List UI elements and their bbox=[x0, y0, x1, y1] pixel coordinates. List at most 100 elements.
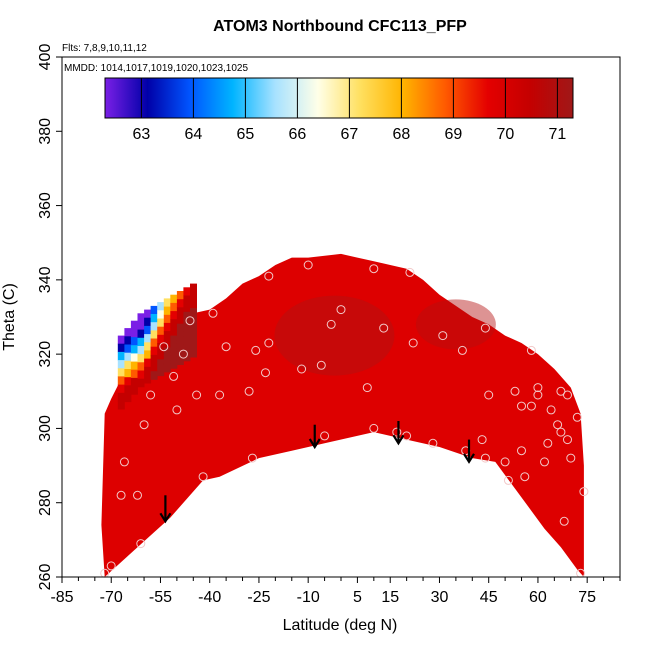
patch-cell bbox=[150, 305, 158, 315]
tropopause-arrow bbox=[392, 421, 405, 446]
observation-point bbox=[533, 390, 543, 400]
patch-cell bbox=[170, 319, 178, 328]
patch-cell bbox=[176, 307, 184, 316]
patch-cell bbox=[137, 362, 145, 371]
observation-point bbox=[408, 338, 418, 348]
patch-cell bbox=[144, 342, 152, 351]
observation-point bbox=[362, 383, 372, 393]
patch-cell bbox=[130, 328, 138, 338]
patch-cell bbox=[130, 386, 138, 395]
y-tick-label: 280 bbox=[37, 489, 54, 516]
observation-point bbox=[480, 453, 490, 463]
patch-cell bbox=[170, 335, 178, 345]
chart-title: ATOM3 Northbound CFC113_PFP bbox=[213, 18, 467, 35]
observation-point bbox=[457, 345, 467, 355]
patch-cell bbox=[144, 317, 152, 327]
patch-cell bbox=[144, 366, 152, 376]
observation-point bbox=[517, 446, 526, 456]
observation-point bbox=[316, 360, 326, 370]
observation-point bbox=[192, 390, 202, 400]
observation-point bbox=[172, 405, 182, 415]
observation-point bbox=[559, 516, 569, 526]
x-axis-label: Latitude (deg N) bbox=[283, 617, 398, 634]
colorbar-ticks: 63 64 65 66 67 68 69 70 71 bbox=[133, 78, 566, 143]
observation-point bbox=[540, 457, 549, 467]
patch-cell bbox=[137, 346, 145, 355]
patch-cell bbox=[117, 400, 125, 410]
patch-cell bbox=[176, 340, 184, 349]
patch-cell bbox=[190, 299, 197, 309]
colorbar-tick-label: 68 bbox=[393, 126, 411, 143]
observation-point bbox=[369, 423, 379, 433]
colorbar-frame bbox=[104, 77, 574, 119]
patch-cell bbox=[190, 332, 197, 342]
patch-cell bbox=[150, 338, 158, 348]
x-tick-label: 5 bbox=[353, 589, 362, 606]
colorbar-tick-label: 64 bbox=[185, 126, 203, 143]
patch-cell bbox=[137, 354, 145, 363]
patch-cell bbox=[130, 361, 138, 371]
colorbar-gradient bbox=[105, 78, 573, 118]
patch-cell bbox=[157, 351, 165, 360]
observation-point bbox=[320, 431, 330, 441]
patch-cell bbox=[170, 343, 178, 353]
patch-cell bbox=[130, 337, 138, 346]
contour-field bbox=[101, 253, 584, 577]
observation-point bbox=[392, 427, 402, 437]
x-tick-label: 45 bbox=[480, 589, 498, 606]
y-tick-label: 380 bbox=[37, 118, 54, 145]
patch-cell bbox=[183, 295, 191, 305]
patch-cell bbox=[150, 322, 158, 331]
observation-point bbox=[133, 490, 142, 500]
y-axis: 260 280 300 320 340 360 380 400 bbox=[37, 44, 63, 591]
patch-cell bbox=[157, 302, 165, 311]
observation-point bbox=[572, 412, 582, 422]
tropopause-arrow bbox=[463, 439, 475, 464]
patch-cell bbox=[176, 331, 184, 341]
patch-cell bbox=[124, 377, 132, 386]
observation-point bbox=[500, 457, 510, 467]
patch-cell bbox=[150, 346, 158, 356]
observation-point bbox=[119, 457, 129, 467]
colorbar-tick-label: 70 bbox=[497, 126, 515, 143]
patch-cell bbox=[144, 358, 152, 368]
patch-cell bbox=[124, 328, 132, 337]
observation-point bbox=[405, 267, 415, 277]
x-tick-label: -10 bbox=[297, 589, 320, 606]
patch-cell bbox=[183, 328, 191, 337]
observation-point bbox=[139, 420, 149, 430]
patch-cell bbox=[117, 360, 125, 369]
observation-point bbox=[178, 349, 188, 359]
patch-cell bbox=[144, 374, 152, 384]
colorbar-tick-label: 67 bbox=[341, 126, 359, 143]
y-tick-label: 400 bbox=[37, 44, 54, 71]
observation-point bbox=[116, 490, 126, 500]
patch-cell bbox=[183, 344, 191, 354]
observation-point bbox=[251, 345, 261, 355]
observation-point bbox=[556, 427, 566, 437]
dates-label: MMDD: 1014,1017,1019,1020,1023,1025 bbox=[64, 63, 248, 74]
patch-cell bbox=[183, 336, 191, 345]
observation-point bbox=[503, 475, 513, 485]
patch-cell bbox=[130, 345, 138, 354]
patch-cell bbox=[163, 298, 171, 307]
x-tick-label: 15 bbox=[381, 589, 399, 606]
observation-point bbox=[247, 453, 257, 463]
observation-point bbox=[303, 260, 313, 270]
observation-point bbox=[221, 342, 231, 352]
patch-cell bbox=[137, 337, 145, 347]
patch-cell bbox=[124, 385, 132, 394]
x-tick-label: -25 bbox=[247, 589, 270, 606]
observation-point bbox=[244, 386, 254, 396]
patch-cell bbox=[130, 320, 138, 330]
patch-cell bbox=[144, 325, 152, 335]
tropopause-arrows bbox=[159, 421, 475, 524]
patch-cell bbox=[157, 359, 165, 368]
colorbar-tick-label: 66 bbox=[289, 126, 307, 143]
y-axis-label: Theta (C) bbox=[1, 283, 18, 351]
patch-cell bbox=[170, 294, 178, 304]
x-tick-label: -55 bbox=[149, 589, 172, 606]
patch-cell bbox=[157, 326, 165, 336]
y-tick-label: 260 bbox=[37, 564, 54, 591]
patch-cell bbox=[157, 367, 165, 377]
